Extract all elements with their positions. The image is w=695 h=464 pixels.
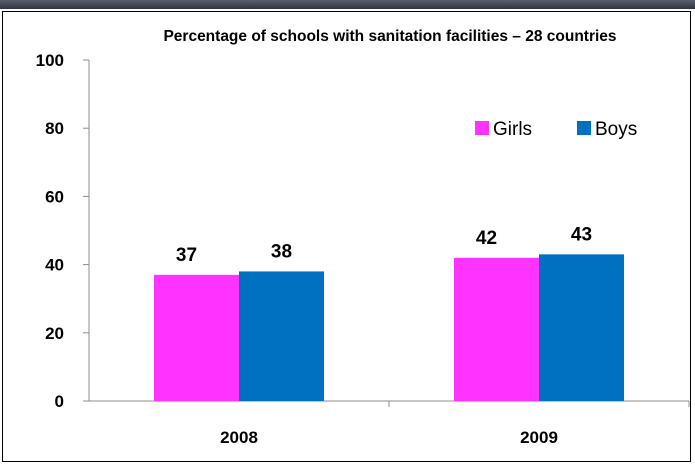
chart-frame bbox=[2, 11, 691, 462]
y-tick-label: 80 bbox=[45, 119, 64, 138]
data-label: 37 bbox=[176, 245, 197, 266]
y-tick-label: 0 bbox=[55, 392, 64, 411]
y-tick-label: 40 bbox=[45, 256, 64, 275]
legend-label-girls: Girls bbox=[493, 119, 532, 140]
y-tick-label: 100 bbox=[36, 51, 64, 70]
y-tick-label: 60 bbox=[45, 187, 64, 206]
data-label: 42 bbox=[476, 228, 497, 249]
chart-title: Percentage of schools with sanitation fa… bbox=[163, 28, 617, 45]
chart-legend: Girls Boys bbox=[475, 119, 637, 140]
legend-swatch-girls bbox=[475, 121, 489, 135]
bar-boys-2009 bbox=[539, 254, 624, 401]
window-top-bar bbox=[0, 0, 695, 9]
chart-bars bbox=[154, 254, 624, 401]
bar-girls-2008 bbox=[154, 274, 239, 401]
bar-boys-2008 bbox=[239, 271, 324, 401]
y-tick-label: 20 bbox=[45, 324, 64, 343]
data-label: 38 bbox=[271, 241, 292, 262]
chart-labels: 37 38 2008 42 43 2009 bbox=[176, 224, 592, 447]
data-label: 43 bbox=[571, 224, 592, 245]
bar-girls-2009 bbox=[454, 257, 539, 401]
x-tick-label: 2009 bbox=[520, 428, 558, 447]
legend-swatch-boys bbox=[577, 121, 591, 135]
legend-label-boys: Boys bbox=[595, 119, 637, 140]
x-tick-label: 2008 bbox=[220, 428, 258, 447]
